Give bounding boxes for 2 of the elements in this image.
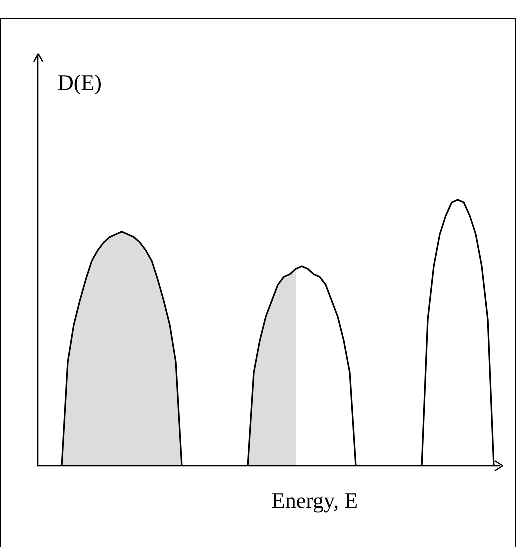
y-axis-title: D(E) xyxy=(58,70,102,96)
x-axis-title: Energy, E xyxy=(270,488,360,514)
